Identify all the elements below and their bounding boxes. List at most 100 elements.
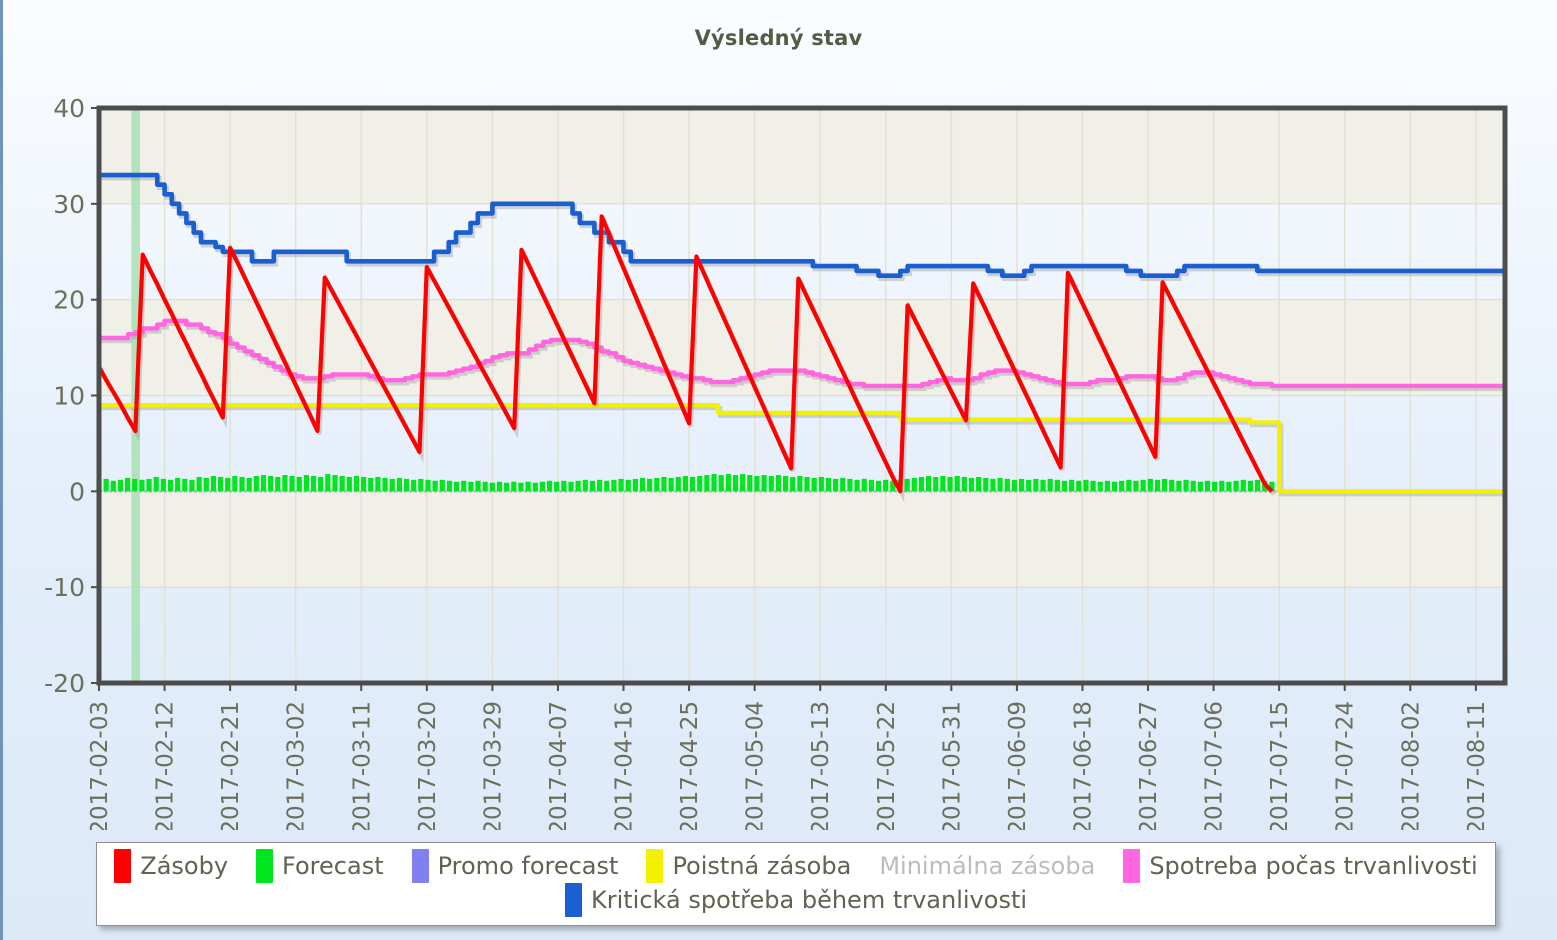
forecast-bar	[604, 480, 610, 492]
x-axis-tick-label: 2017-05-04	[743, 701, 769, 830]
x-axis-tick-label: 2017-07-24	[1333, 701, 1359, 830]
forecast-bar	[153, 476, 159, 492]
forecast-bar	[1040, 479, 1046, 492]
legend-row-2: Kritická spotřeba během trvanlivosti	[97, 883, 1495, 917]
forecast-bar	[797, 476, 803, 492]
forecast-bar	[260, 475, 267, 492]
forecast-bar	[961, 476, 967, 492]
forecast-bar	[132, 478, 138, 492]
forecast-bar	[411, 479, 417, 492]
legend-item[interactable]: Minimálna zásoba	[879, 849, 1095, 883]
x-axis-tick-label: 2017-06-09	[1005, 701, 1031, 830]
forecast-bar	[711, 474, 717, 492]
forecast-bar	[1197, 481, 1203, 492]
plot-band	[99, 491, 1505, 588]
forecast-bar	[890, 480, 896, 492]
forecast-bar	[1054, 479, 1060, 492]
forecast-bar	[189, 479, 195, 492]
forecast-bar	[875, 480, 882, 492]
forecast-bar	[1090, 480, 1096, 492]
forecast-bar	[504, 482, 510, 492]
legend-label: Forecast	[282, 852, 384, 880]
forecast-bar	[425, 479, 431, 492]
forecast-bar	[847, 478, 853, 492]
forecast-bar	[318, 476, 324, 492]
forecast-bar	[539, 481, 546, 492]
forecast-bar	[818, 476, 824, 492]
forecast-bar	[697, 476, 703, 492]
forecast-bar	[1026, 479, 1032, 492]
forecast-bar	[618, 478, 624, 492]
forecast-bar	[1069, 479, 1075, 492]
forecast-bar	[1212, 481, 1218, 492]
forecast-bar	[1219, 480, 1225, 492]
forecast-bar	[1240, 479, 1246, 492]
legend-label: Minimálna zásoba	[879, 852, 1096, 880]
legend-item[interactable]: Promo forecast	[411, 849, 618, 883]
legend-label: Poistná zásoba	[672, 852, 852, 880]
legend-swatch-icon	[411, 849, 429, 883]
forecast-bar	[976, 476, 982, 492]
forecast-bar	[1254, 479, 1261, 492]
forecast-bar	[554, 481, 560, 492]
legend-item[interactable]: Poistná zásoba	[646, 849, 851, 883]
forecast-bar	[275, 476, 281, 492]
x-axis-tick-label: 2017-05-13	[808, 701, 834, 830]
forecast-bar	[253, 476, 259, 492]
plot-band	[99, 299, 1505, 396]
forecast-bar	[325, 474, 331, 492]
legend-item[interactable]: Zásoby	[114, 849, 228, 883]
forecast-bar	[775, 475, 782, 492]
forecast-bar	[210, 476, 217, 492]
forecast-bar	[1190, 480, 1196, 492]
x-axis-tick-label: 2017-06-18	[1070, 701, 1096, 830]
forecast-bar	[1097, 481, 1103, 492]
forecast-bar	[654, 477, 660, 492]
forecast-bar	[139, 479, 145, 492]
forecast-bar	[546, 480, 553, 492]
series-kriticka-spotreba-shadow	[101, 175, 1507, 281]
forecast-bar	[403, 478, 410, 492]
forecast-bar	[353, 476, 360, 492]
forecast-bar	[496, 481, 503, 492]
x-axis-tick-label: 2017-06-27	[1136, 701, 1162, 830]
series-spotreba-pocas-trvanlivosti[interactable]	[99, 318, 1505, 389]
forecast-bar	[740, 474, 746, 492]
forecast-bar	[232, 476, 238, 492]
forecast-bar	[689, 476, 696, 492]
legend-item[interactable]: Forecast	[256, 849, 384, 883]
forecast-bar	[525, 481, 531, 492]
forecast-bar	[1133, 480, 1139, 492]
x-axis-tick-label: 2017-04-07	[546, 701, 572, 830]
forecast-bar	[725, 474, 731, 492]
forecast-bar	[1104, 480, 1110, 492]
series-poistna-zasoba[interactable]	[99, 403, 1505, 494]
forecast-bar	[482, 481, 488, 492]
forecast-bar	[561, 480, 567, 492]
forecast-bar	[990, 478, 996, 492]
forecast-bar	[1076, 480, 1082, 492]
forecast-bar	[625, 479, 631, 492]
legend-item[interactable]: Kritická spotřeba během trvanlivosti	[564, 883, 1027, 917]
forecast-bar	[761, 475, 767, 492]
series-kriticka-spotreba[interactable]	[99, 172, 1505, 278]
forecast-bar	[1061, 480, 1068, 492]
forecast-bar	[704, 475, 710, 492]
forecast-bar	[825, 477, 832, 492]
legend-item[interactable]: Spotreba počas trvanlivosti	[1123, 849, 1478, 883]
forecast-bar	[282, 475, 288, 492]
forecast-bar	[532, 482, 538, 492]
forecast-bar	[117, 479, 124, 492]
forecast-bar	[203, 477, 209, 492]
series-zasoby[interactable]	[97, 214, 1274, 494]
legend-row-1: Zásoby Forecast Promo forecast Poistná záso…	[97, 849, 1495, 883]
forecast-bar	[768, 476, 774, 492]
forecast-bar	[418, 478, 424, 492]
forecast-bar	[940, 476, 946, 492]
y-axis-tick-label: 0	[69, 477, 85, 506]
forecast-bar	[854, 479, 860, 492]
forecast-bar	[146, 478, 152, 492]
forecast-bar	[103, 478, 109, 492]
